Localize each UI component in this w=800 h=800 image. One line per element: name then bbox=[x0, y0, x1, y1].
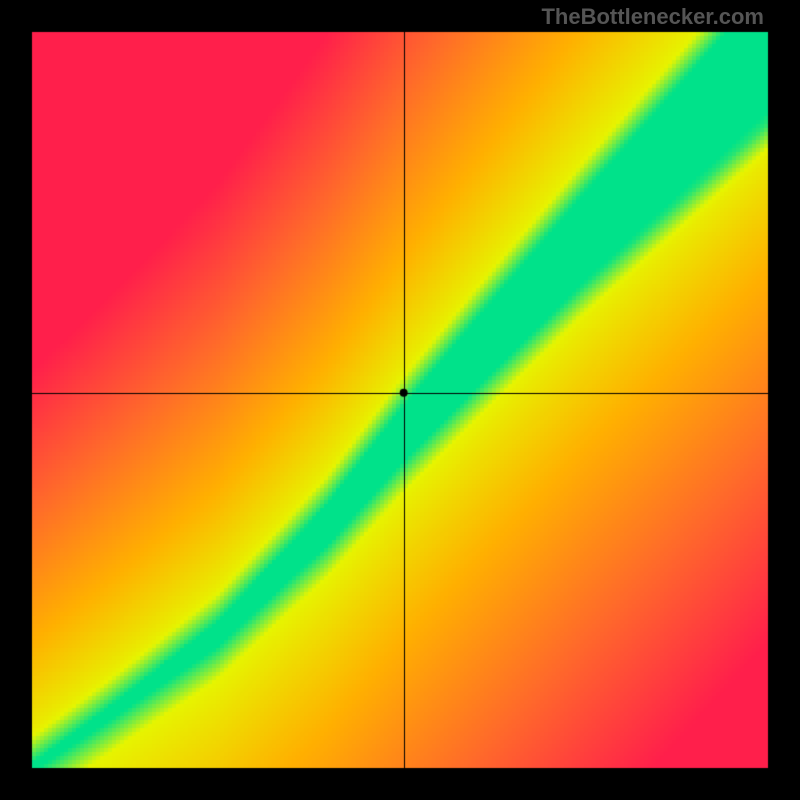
bottleneck-heatmap bbox=[0, 0, 800, 800]
watermark-text: TheBottlenecker.com bbox=[541, 4, 764, 30]
chart-container: TheBottlenecker.com bbox=[0, 0, 800, 800]
